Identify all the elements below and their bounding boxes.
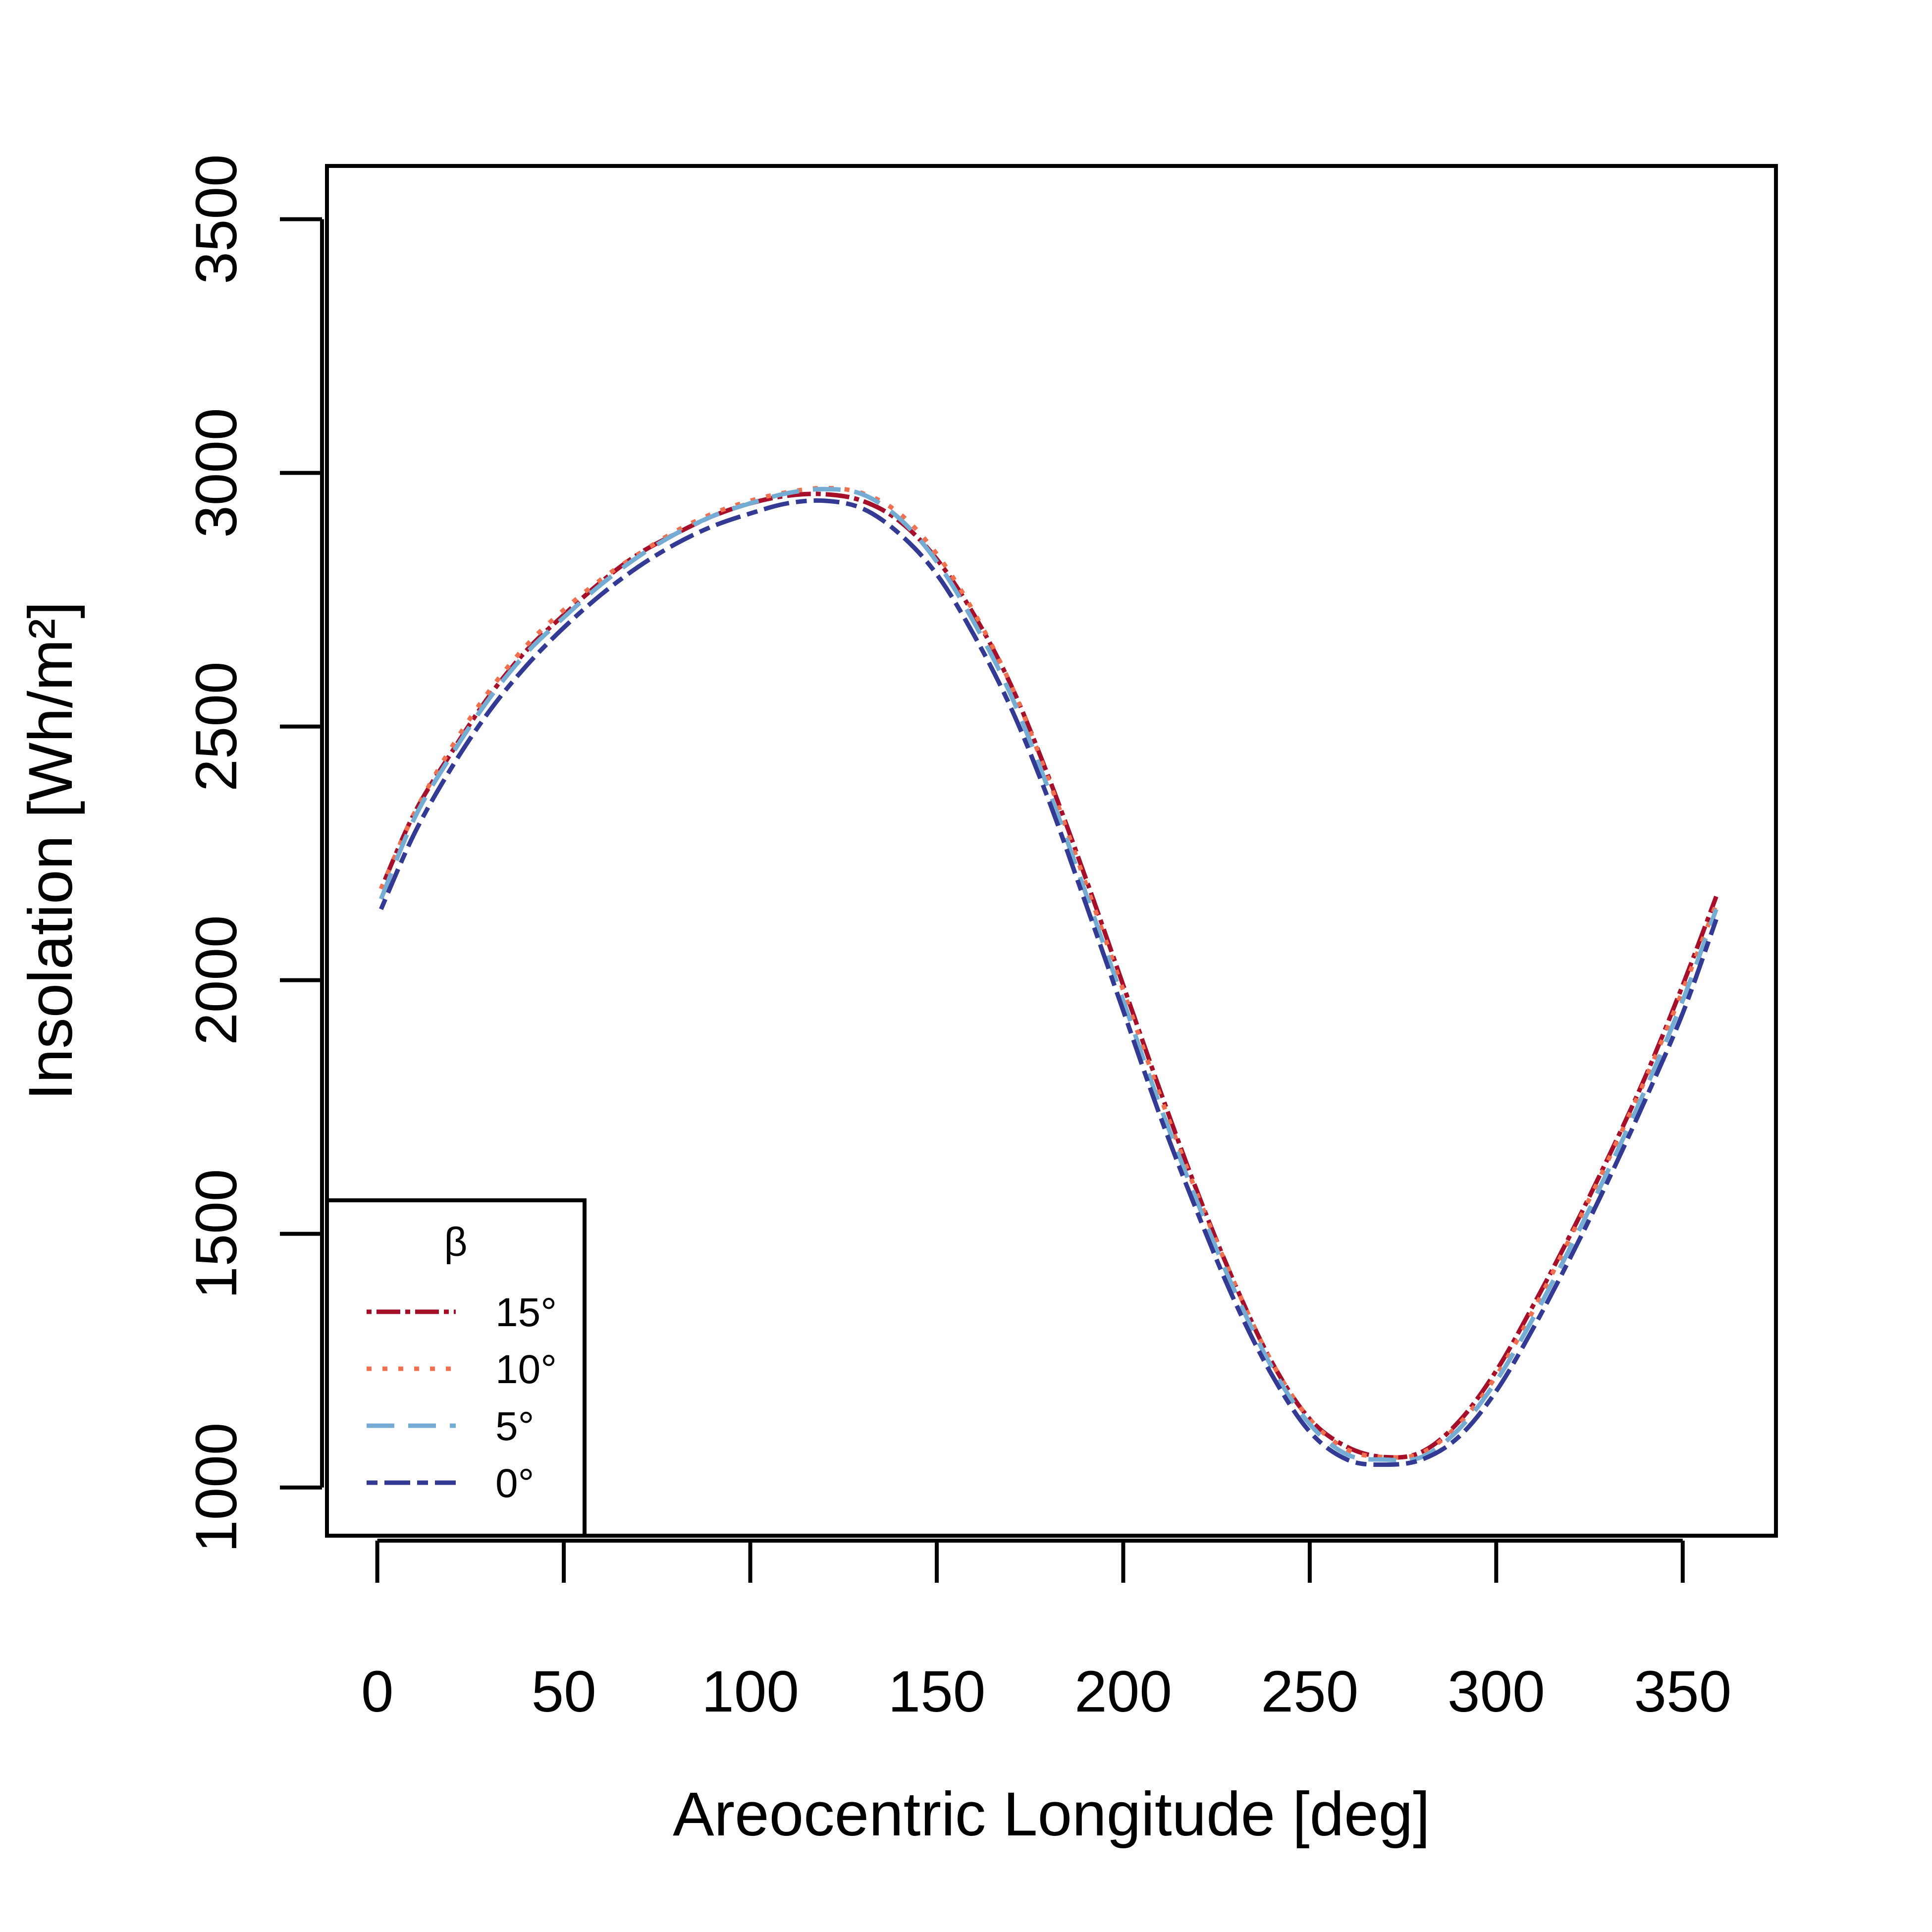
legend-label: 0° — [495, 1461, 534, 1506]
y-tick-label: 3000 — [184, 408, 249, 538]
x-tick-label: 250 — [1261, 1659, 1358, 1724]
y-axis: 1000 1500 2000 2500 3000 3500 — [184, 154, 324, 1553]
y-tick-label: 1500 — [184, 1169, 249, 1299]
x-tick-label: 0 — [361, 1659, 394, 1724]
x-tick-label: 300 — [1448, 1659, 1545, 1724]
x-tick-label: 50 — [531, 1659, 596, 1724]
legend-label: 5° — [495, 1404, 534, 1449]
series-line-0 — [379, 491, 1718, 1460]
y-tick-label: 3500 — [184, 154, 249, 284]
legend-label: 10° — [495, 1347, 557, 1392]
series-line-2 — [379, 486, 1718, 1463]
x-tick-label: 150 — [888, 1659, 986, 1724]
series-line-3 — [379, 498, 1718, 1467]
x-tick-label: 100 — [701, 1659, 799, 1724]
y-tick-label: 2000 — [184, 915, 249, 1045]
plot-frame — [325, 164, 1778, 1538]
legend: β 15° 10° 5° 0° — [325, 1198, 587, 1538]
series-layer — [379, 485, 1718, 1467]
x-tick-label: 200 — [1074, 1659, 1172, 1724]
legend-title: β — [444, 1220, 467, 1265]
x-axis-title: Areocentric Longitude [deg] — [673, 1780, 1430, 1849]
legend-label: 15° — [495, 1290, 557, 1335]
y-tick-label: 1000 — [184, 1422, 249, 1553]
x-tick-label: 350 — [1634, 1659, 1731, 1724]
y-axis-title: Insolation [Wh/m²] — [16, 601, 85, 1100]
x-axis: 0 50 100 150 200 250 300 350 — [361, 1539, 1731, 1724]
y-tick-label: 2500 — [184, 661, 249, 792]
